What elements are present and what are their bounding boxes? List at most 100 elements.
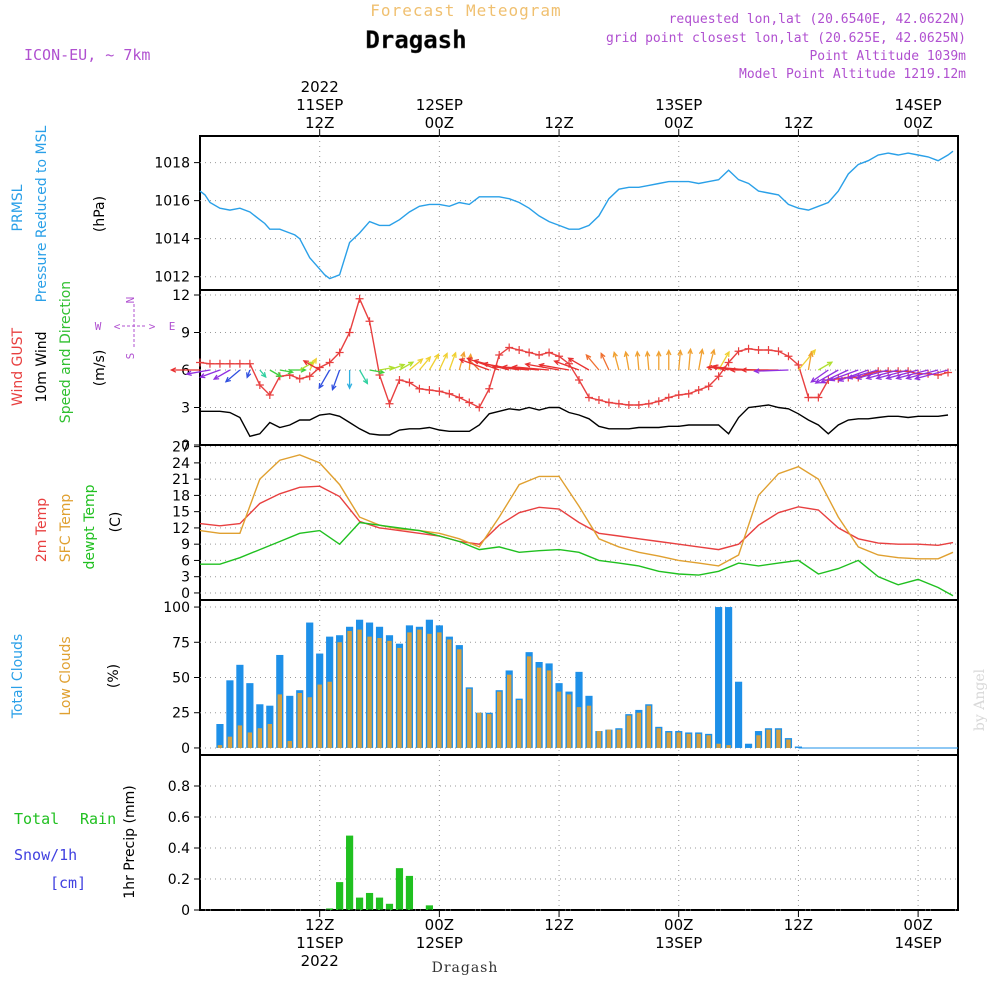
wind-arrow-head: [753, 368, 760, 374]
wind-arrow-head: [719, 366, 726, 372]
wind-arrow-head: [855, 374, 862, 380]
y-tick-label: 12: [172, 288, 190, 304]
rain-bar: [346, 835, 354, 910]
low-cloud-bar: [267, 724, 273, 748]
y-tick-label: 24: [172, 456, 190, 472]
bottom-date-label: 11SEP: [296, 934, 343, 952]
gust-marker: [654, 397, 663, 406]
low-cloud-bar: [457, 649, 462, 748]
wind-direction-arrow: [797, 349, 816, 371]
rain-bar: [405, 875, 414, 910]
gust-marker: [335, 348, 344, 357]
top-date-label: 14SEP: [895, 96, 942, 114]
y-axis-label: Wind GUST: [10, 327, 26, 406]
low-cloud-bar: [327, 681, 332, 748]
y-axis-label: 2m Temp: [34, 498, 50, 562]
low-cloud-bar: [556, 691, 562, 748]
wind-direction-arrow: [810, 369, 829, 383]
y-tick-label: 0: [181, 438, 190, 454]
bottom-date-label: 12SEP: [416, 934, 463, 952]
wind-arrow-head: [656, 350, 662, 357]
wind-direction-arrow: [269, 369, 282, 378]
rain-bar: [425, 905, 433, 910]
y-tick-label: 15: [172, 505, 190, 521]
panel-frame: [199, 754, 959, 911]
wind-arrow-head: [491, 364, 498, 370]
gust-marker: [485, 384, 494, 393]
y-tick-label: 0.6: [168, 810, 190, 826]
gust-marker: [814, 393, 823, 402]
wind-arrow-head: [729, 367, 736, 373]
y-axis-label: Low Clouds: [58, 636, 74, 715]
y-tick-label: 1018: [154, 156, 190, 172]
low-cloud-bar: [576, 707, 582, 748]
gust-marker: [614, 399, 623, 408]
wind-arrow-head: [524, 362, 531, 368]
gust-marker: [724, 358, 733, 367]
y-axis-label: SFC Temp: [58, 494, 74, 563]
gust-marker: [754, 346, 763, 354]
footer-location: Dragash: [432, 960, 499, 976]
low-cloud-bar: [566, 694, 572, 748]
wind-arrow-head: [612, 350, 618, 358]
2m-temp-line: [199, 485, 954, 551]
gust-marker: [535, 351, 544, 359]
total-cloud-bar: [715, 607, 723, 748]
wind-direction-arrow: [585, 354, 600, 371]
wind-arrow-head: [346, 383, 353, 390]
wind-direction-arrow: [299, 361, 314, 371]
wind-arrow-head: [472, 359, 480, 365]
wind-direction-arrow: [459, 358, 490, 371]
low-cloud-bar: [726, 745, 731, 748]
wind-arrow-head: [425, 355, 432, 363]
rain-bar: [395, 868, 404, 910]
gust-marker: [345, 328, 354, 337]
wind-arrow-head: [740, 367, 747, 373]
wind-direction-arrow: [829, 369, 859, 381]
low-cloud-bar: [786, 739, 791, 748]
y-tick-label: 0.4: [168, 841, 190, 857]
wind-arrow-head: [362, 378, 369, 385]
total-cloud-bar: [256, 704, 264, 748]
gust-marker: [435, 387, 444, 396]
low-cloud-bar: [257, 728, 263, 748]
y-tick-label: 1016: [154, 194, 190, 210]
panel-frame: [199, 135, 959, 291]
bottom-hour-label: 12Z: [784, 916, 813, 934]
gust-marker: [634, 401, 643, 409]
total-cloud-bar: [744, 743, 753, 748]
rain-bar: [365, 892, 374, 910]
wind-direction-arrow: [886, 369, 919, 380]
low-cloud-bar: [357, 629, 362, 748]
gust-marker: [475, 403, 484, 412]
wind-direction-arrow: [646, 351, 650, 371]
top-year-label: 2022: [301, 78, 339, 96]
wind-direction-arrow: [838, 369, 869, 382]
top-hour-label: 12Z: [544, 114, 573, 132]
low-cloud-bar: [636, 712, 642, 748]
wind-arrow-head: [433, 352, 440, 360]
y-axis-label: (%): [106, 664, 122, 688]
top-hour-label: 00Z: [425, 114, 454, 132]
gust-marker: [684, 389, 693, 398]
wind-arrow-head: [451, 351, 457, 358]
gust-marker: [734, 347, 743, 356]
wind-arrow-head: [666, 349, 672, 356]
low-cloud-bar: [626, 715, 632, 748]
low-cloud-bar: [516, 700, 522, 748]
wind-arrow-head: [698, 348, 705, 355]
wind-arrow-head: [895, 374, 902, 380]
low-cloud-bar: [497, 691, 502, 748]
y-tick-label: 1014: [154, 232, 190, 248]
wind-arrow-head: [634, 350, 641, 357]
panel-clouds: 0 25 50 75 100 Total Clouds Low Clouds (%): [10, 599, 959, 757]
wind-arrow-head: [826, 361, 834, 367]
wind-arrow-head: [260, 371, 267, 379]
y-tick-label: 6: [181, 553, 190, 569]
gust-marker: [694, 386, 703, 394]
wind-arrow-head: [865, 374, 872, 380]
y-tick-label: 21: [172, 472, 190, 488]
wind-direction-arrow: [448, 352, 457, 371]
bottom-hour-label: 12Z: [305, 916, 334, 934]
